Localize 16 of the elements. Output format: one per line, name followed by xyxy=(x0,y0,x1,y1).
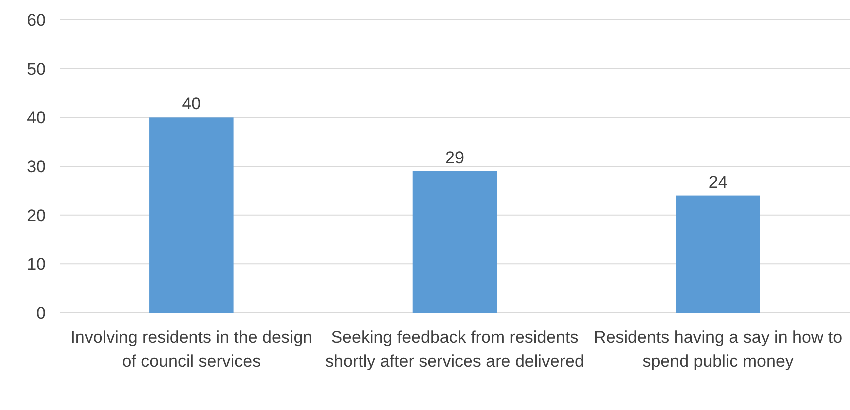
data-label: 40 xyxy=(182,94,202,114)
x-tick-label: Residents having a say in how to spend public money xyxy=(594,328,843,371)
y-tick-label: 40 xyxy=(27,108,46,128)
y-tick-label: 30 xyxy=(27,157,46,176)
y-tick-label: 0 xyxy=(36,304,46,323)
data-label: 24 xyxy=(708,172,728,192)
y-tick-label: 20 xyxy=(27,206,46,226)
x-tick-label: Involving residents in the design of council services xyxy=(70,328,313,371)
bar xyxy=(150,118,234,313)
x-tick-label: Seeking feedback from residents shortly after services are delivered xyxy=(326,328,584,371)
y-tick-label: 60 xyxy=(27,10,46,30)
data-label: 29 xyxy=(446,148,464,168)
y-tick-label: 10 xyxy=(27,255,46,274)
bar xyxy=(412,171,498,313)
bar xyxy=(676,196,760,313)
y-tick-label: 50 xyxy=(27,60,46,79)
